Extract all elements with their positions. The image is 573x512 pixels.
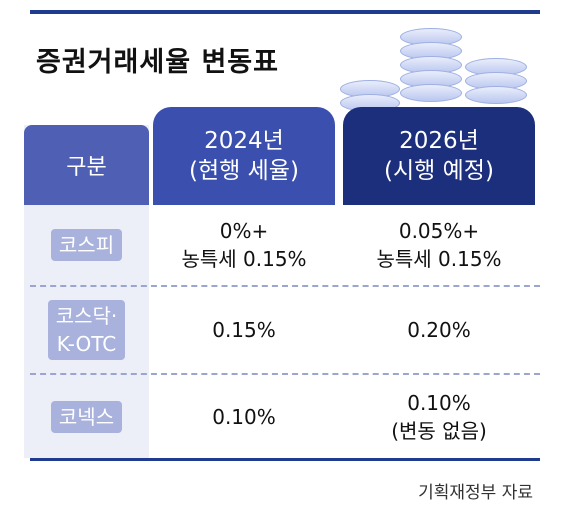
row-label-kosdaq: 코스닥· K-OTC	[24, 287, 149, 373]
cell-kospi-2026: 0.05%+ 농특세 0.15%	[376, 219, 502, 271]
row-label-kospi: 코스피	[24, 205, 149, 285]
category-header-bg	[24, 125, 149, 205]
cell-konex-2026: 0.10% (변동 없음)	[391, 390, 487, 443]
header-2026: 2026년 (시행 예정)	[343, 107, 535, 205]
header-category: 구분	[66, 155, 107, 180]
cell-kosdaq-2026: 0.20%	[407, 318, 471, 342]
row-divider	[30, 373, 540, 375]
header-2024-year: 2024년	[204, 128, 284, 154]
coin-stack-illustration	[330, 18, 540, 118]
cell-konex-2024: 0.10%	[212, 404, 276, 429]
bottom-rule	[30, 458, 540, 461]
header-2026-year: 2026년	[399, 128, 479, 154]
page-title: 증권거래세율 변동표	[36, 47, 279, 78]
header-2024: 2024년 (현행 세율)	[153, 107, 335, 205]
top-rule	[30, 10, 540, 14]
row-divider	[30, 285, 540, 287]
cell-kosdaq-2024: 0.15%	[212, 318, 276, 342]
row-label-konex: 코넥스	[24, 375, 149, 458]
source-note: 기획재정부 자료	[418, 483, 533, 503]
header-2026-note: (시행 예정)	[384, 158, 494, 184]
header-2024-note: (현행 세율)	[189, 158, 299, 184]
cell-kospi-2024: 0%+ 농특세 0.15%	[181, 219, 307, 271]
